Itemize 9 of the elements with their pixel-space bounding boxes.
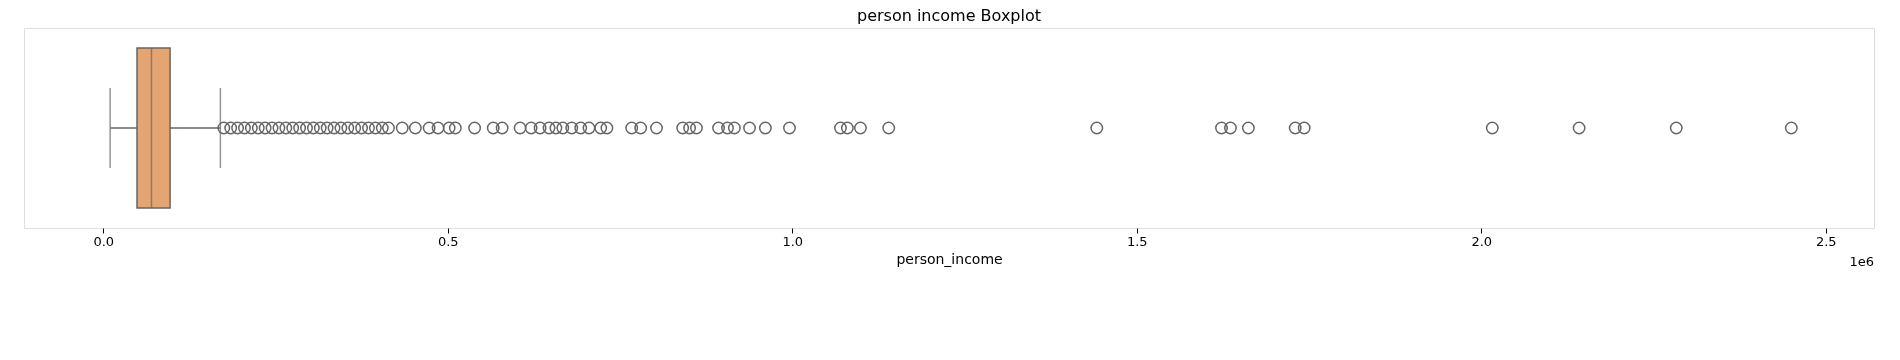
x-tick-label: 1.0 xyxy=(782,233,804,249)
x-axis-title: person_income xyxy=(896,250,1003,267)
x-tick-label: 2.5 xyxy=(1815,233,1837,249)
x-tick-label: 0.0 xyxy=(93,233,115,249)
text: 1e6 xyxy=(1849,254,1874,269)
chart-title: person income Boxplot xyxy=(856,6,1042,25)
x-tick-label: 0.5 xyxy=(437,233,459,249)
x-tick-label: 1.5 xyxy=(1126,233,1148,249)
x-tick-label: 2.0 xyxy=(1471,233,1493,249)
